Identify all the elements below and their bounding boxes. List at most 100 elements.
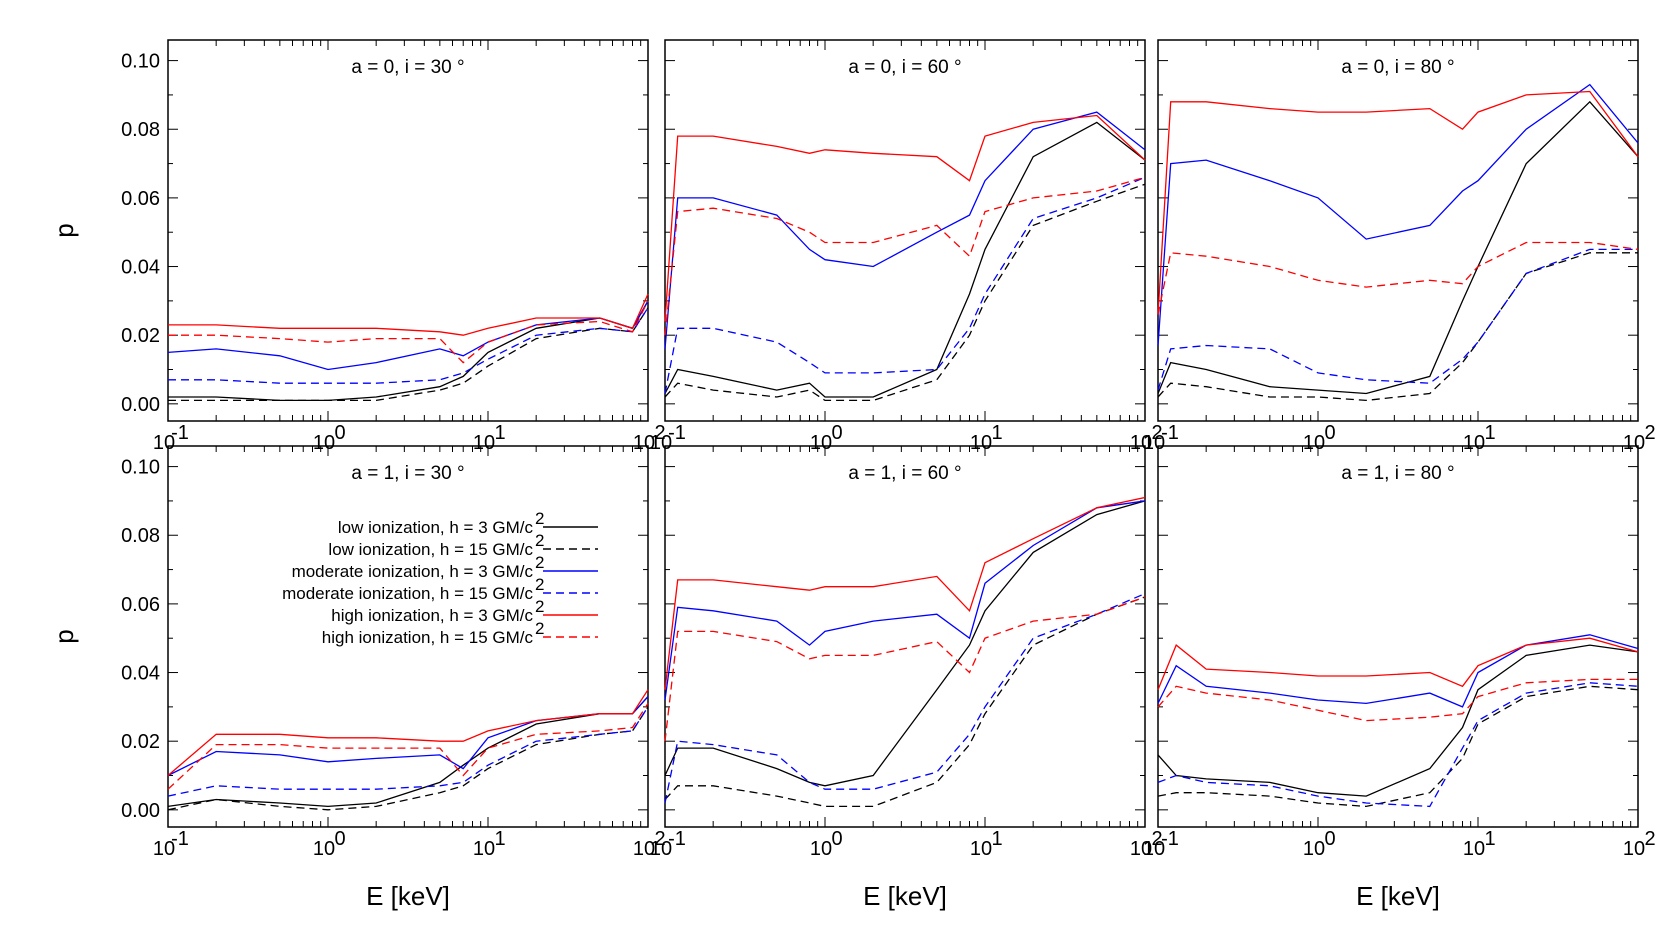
x-tick-label: 10 — [1130, 838, 1152, 860]
x-tick-exponent: 0 — [831, 422, 842, 444]
series-line-5 — [168, 293, 649, 336]
panel-2: 10-1 10 0 10 1 10 2a = 0, i = 60 ° — [650, 39, 1163, 454]
panel-4: 10-1 10 0 10 1 10 20.000.020.040.060.080.10 a =… — [121, 445, 666, 860]
x-tick-exponent: 0 — [1324, 422, 1335, 444]
legend-superscript: 2 — [535, 575, 544, 594]
x-tick-label: 10 — [1623, 432, 1645, 454]
legend-label: low ionization, h = 15 GM/c — [328, 540, 533, 559]
legend-superscript: 2 — [535, 597, 544, 616]
series-line-4 — [167, 706, 649, 797]
y-axis-label: p — [49, 629, 79, 643]
y-axis-label: p — [49, 223, 79, 237]
y-tick-label: 0.00 — [121, 800, 160, 822]
plot-frame — [664, 39, 1146, 422]
x-tick-label: 10 — [1303, 838, 1325, 860]
x-tick-exponent: -1 — [668, 828, 686, 850]
y-tick-label: 0.08 — [121, 119, 160, 141]
x-tick-label: 10 — [1623, 838, 1645, 860]
plot-frame — [1157, 39, 1639, 422]
series-line-6 — [1157, 241, 1639, 315]
legend-label: low ionization, h = 3 GM/c — [338, 518, 534, 537]
x-tick-exponent: 0 — [831, 828, 842, 850]
panel-3: 10-1 10 0 10 1 10 2a = 0, i = 80 ° — [1143, 39, 1656, 454]
series-line-5 — [1157, 637, 1639, 690]
series-line-6 — [1157, 678, 1638, 722]
x-tick-label: 10 — [970, 432, 992, 454]
series-line-3 — [664, 111, 1146, 349]
x-tick-exponent: -1 — [171, 828, 189, 850]
series-line-2 — [664, 183, 1146, 402]
series-line-3 — [167, 696, 649, 777]
series-line-4 — [168, 307, 649, 384]
x-tick-exponent: 2 — [1151, 828, 1162, 850]
x-tick-label: 10 — [810, 432, 832, 454]
panel-title: a = 0, i = 80 ° — [1341, 57, 1454, 78]
series-line-4 — [664, 593, 1146, 804]
y-tick-label: 0.10 — [121, 51, 160, 73]
panel-title: a = 1, i = 30 ° — [351, 463, 464, 484]
y-tick-label: 0.08 — [121, 525, 160, 547]
series-line-4 — [1157, 248, 1638, 391]
x-tick-label: 10 — [473, 432, 495, 454]
series-line-6 — [168, 300, 649, 364]
series-line-6 — [664, 596, 1146, 742]
x-tick-label: 10 — [153, 838, 175, 860]
x-tick-label: 10 — [1143, 838, 1165, 860]
x-tick-exponent: 1 — [1484, 422, 1495, 444]
x-tick-label: 10 — [1303, 432, 1325, 454]
legend-superscript: 2 — [535, 553, 544, 572]
x-tick-label: 10 — [153, 432, 175, 454]
x-axis-label: E [keV] — [1356, 881, 1440, 911]
x-tick-label: 10 — [313, 838, 335, 860]
series-line-4 — [1157, 682, 1639, 808]
y-tick-label: 0.10 — [121, 457, 160, 479]
series-line-1 — [168, 300, 649, 402]
x-tick-label: 10 — [473, 838, 495, 860]
x-tick-exponent: 2 — [654, 828, 665, 850]
legend-label: moderate ionization, h = 3 GM/c — [292, 562, 534, 581]
x-tick-label: 10 — [1130, 432, 1152, 454]
legend-superscript: 2 — [535, 619, 544, 638]
series-line-2 — [664, 596, 1146, 808]
x-tick-exponent: 0 — [1324, 828, 1335, 850]
legend-label: moderate ionization, h = 15 GM/c — [282, 584, 533, 603]
series-line-5 — [664, 114, 1146, 322]
legend-label: high ionization, h = 15 GM/c — [322, 628, 534, 647]
x-tick-exponent: -1 — [668, 422, 686, 444]
y-tick-label: 0.02 — [121, 731, 160, 753]
y-tick-label: 0.06 — [121, 594, 160, 616]
plot-frame — [167, 445, 649, 828]
series-line-6 — [664, 176, 1146, 336]
plot-frame — [664, 445, 1146, 828]
x-axis-label: E [keV] — [366, 881, 450, 911]
series-line-2 — [167, 706, 649, 811]
x-tick-label: 10 — [633, 838, 655, 860]
x-tick-label: 10 — [1463, 838, 1485, 860]
x-tick-label: 10 — [970, 838, 992, 860]
x-tick-exponent: 2 — [654, 422, 665, 444]
x-tick-label: 10 — [633, 432, 655, 454]
x-tick-label: 10 — [810, 838, 832, 860]
series-line-5 — [664, 496, 1146, 690]
x-tick-exponent: 0 — [334, 828, 345, 850]
x-tick-exponent: -1 — [171, 422, 189, 444]
x-tick-exponent: 2 — [1644, 828, 1655, 850]
x-tick-exponent: 1 — [991, 422, 1002, 444]
x-tick-label: 10 — [1143, 432, 1165, 454]
panel-title: a = 1, i = 80 ° — [1341, 463, 1454, 484]
x-tick-exponent: 1 — [494, 828, 505, 850]
panel-title: a = 0, i = 60 ° — [848, 57, 961, 78]
y-tick-label: 0.02 — [121, 325, 160, 347]
x-tick-label: 10 — [650, 838, 672, 860]
panel-6: 10-1 10 0 10 1 10 2a = 1, i = 80 ° — [1143, 445, 1656, 860]
plot-frame — [167, 39, 649, 422]
series-line-1 — [167, 696, 649, 808]
x-tick-exponent: 1 — [991, 828, 1002, 850]
x-tick-exponent: 2 — [1151, 422, 1162, 444]
x-tick-label: 10 — [1463, 432, 1485, 454]
x-tick-label: 10 — [313, 432, 335, 454]
x-tick-exponent: 2 — [1644, 422, 1655, 444]
x-tick-label: 10 — [650, 432, 672, 454]
